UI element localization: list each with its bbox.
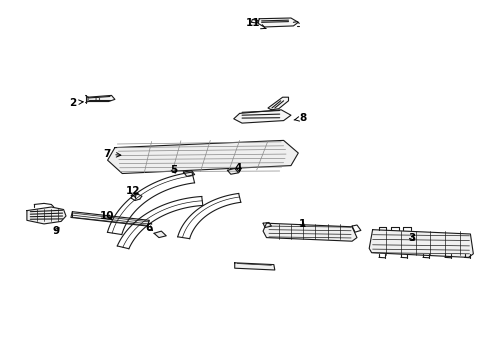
Text: 3: 3 bbox=[407, 233, 414, 243]
Polygon shape bbox=[88, 95, 115, 102]
Polygon shape bbox=[154, 231, 166, 238]
Text: 1: 1 bbox=[298, 219, 305, 229]
Text: 11: 11 bbox=[245, 18, 265, 29]
Text: 12: 12 bbox=[125, 186, 140, 199]
Text: 8: 8 bbox=[293, 113, 306, 123]
Text: 5: 5 bbox=[170, 165, 177, 175]
Polygon shape bbox=[71, 212, 149, 226]
Text: 4: 4 bbox=[234, 163, 242, 174]
Polygon shape bbox=[368, 230, 472, 257]
Text: 6: 6 bbox=[145, 222, 152, 233]
Polygon shape bbox=[234, 263, 274, 270]
Polygon shape bbox=[107, 140, 298, 174]
Polygon shape bbox=[267, 97, 288, 110]
Polygon shape bbox=[227, 168, 238, 174]
Text: 2: 2 bbox=[69, 98, 83, 108]
Text: 10: 10 bbox=[99, 211, 114, 221]
Text: 9: 9 bbox=[53, 226, 60, 236]
Polygon shape bbox=[263, 223, 356, 241]
Polygon shape bbox=[233, 110, 290, 123]
Polygon shape bbox=[258, 18, 298, 27]
Polygon shape bbox=[183, 171, 194, 176]
Text: 7: 7 bbox=[102, 149, 121, 159]
Polygon shape bbox=[27, 207, 66, 224]
